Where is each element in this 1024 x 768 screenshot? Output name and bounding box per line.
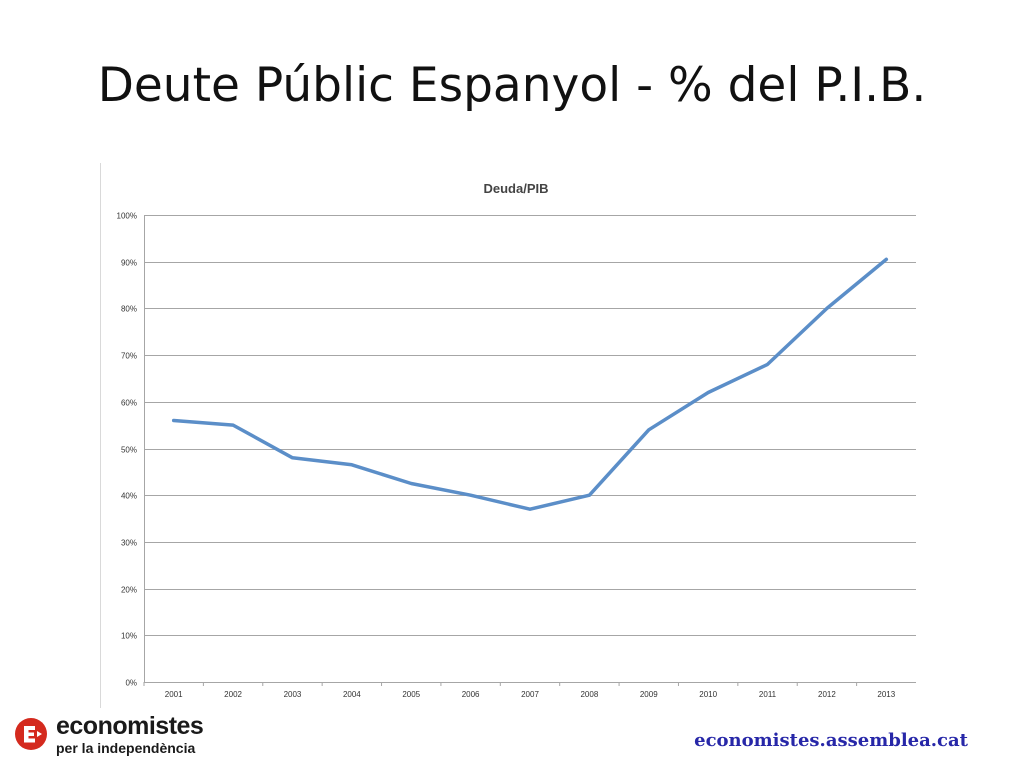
data-point-2011 (766, 363, 769, 366)
x-tick-label: 2001 (165, 690, 183, 699)
organization-logo: economistes per la independència (14, 711, 204, 756)
x-tick-label: 2007 (521, 690, 539, 699)
series-line-0 (171, 257, 889, 511)
y-tick-label: 0% (125, 679, 137, 688)
x-tick-label: 2012 (818, 690, 836, 699)
data-point-2012 (825, 307, 829, 310)
y-tick-label: 70% (121, 352, 137, 361)
footer-url-link[interactable]: economistes.assemblea.cat (694, 730, 968, 751)
x-tick-label: 2011 (759, 690, 777, 699)
chart-title: Deuda/PIB (483, 181, 548, 196)
x-tick-label: 2002 (224, 690, 242, 699)
data-point-2009 (647, 428, 650, 432)
y-tick-label: 90% (121, 259, 137, 268)
slide-title: Deute Públic Espanyol - % del P.I.B. (97, 58, 927, 113)
y-tick-label: 30% (121, 539, 137, 548)
y-tick-label: 40% (121, 492, 137, 501)
logo-line-2: per la independència (56, 739, 196, 756)
data-point-2004 (350, 463, 354, 467)
series-layer (171, 257, 889, 511)
x-tick-label: 2009 (640, 690, 658, 699)
data-point-2013 (885, 258, 888, 261)
x-tick-label: 2004 (343, 690, 361, 699)
data-point-2007 (528, 508, 532, 511)
y-axis-ticks: 0% 10% 20% 30% 40% 50% 60% 70% 80% 90% 100% (117, 212, 137, 688)
data-point-2002 (231, 423, 235, 427)
y-tick-label: 100% (117, 212, 137, 221)
logo-line-1: economistes (56, 711, 204, 740)
data-point-2005 (410, 482, 413, 485)
x-axis-ticks: 2001 2002 2003 2004 2005 2006 2007 2008 2009 2010… (143, 682, 896, 699)
x-tick-label: 2010 (699, 690, 717, 699)
data-point-2008 (588, 494, 591, 497)
logo-mark-icon (15, 718, 47, 750)
y-tick-label: 20% (121, 586, 137, 595)
chart-container: Deuda/PIB 0% 10% 20% 30% 40% 50% 60% 70% 80% 90% 1… (100, 163, 922, 708)
data-point-2010 (706, 391, 710, 394)
x-tick-label: 2013 (877, 690, 895, 699)
x-tick-label: 2006 (462, 690, 480, 699)
y-tick-label: 80% (121, 305, 137, 314)
logo-text: economistes per la independència (56, 711, 204, 756)
x-tick-label: 2003 (284, 690, 302, 699)
data-point-2001 (172, 419, 175, 422)
line-chart: Deuda/PIB 0% 10% 20% 30% 40% 50% 60% 70% 80% 90% 1… (100, 163, 916, 708)
y-tick-label: 10% (121, 632, 137, 641)
y-tick-label: 50% (121, 446, 137, 455)
data-point-2006 (469, 494, 472, 497)
grid-layer (144, 215, 916, 683)
x-tick-label: 2005 (402, 690, 420, 699)
data-point-2003 (291, 456, 294, 460)
y-tick-label: 60% (121, 399, 137, 408)
x-tick-label: 2008 (580, 690, 598, 699)
